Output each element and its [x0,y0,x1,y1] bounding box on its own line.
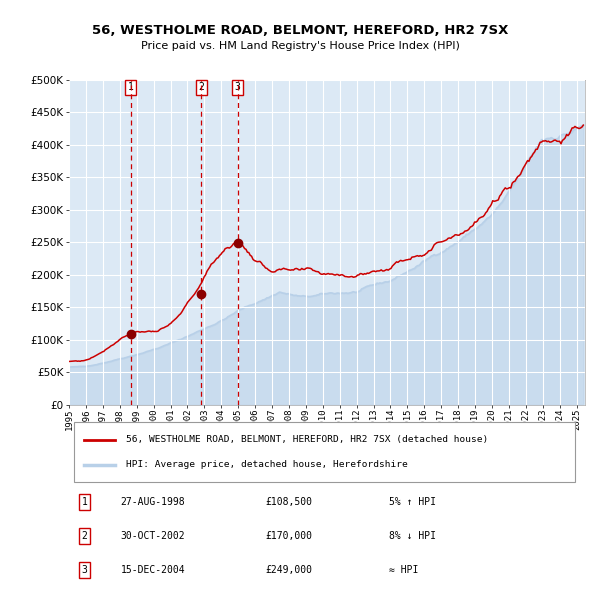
Text: 5% ↑ HPI: 5% ↑ HPI [389,497,436,507]
Text: 56, WESTHOLME ROAD, BELMONT, HEREFORD, HR2 7SX (detached house): 56, WESTHOLME ROAD, BELMONT, HEREFORD, H… [126,435,488,444]
Text: Price paid vs. HM Land Registry's House Price Index (HPI): Price paid vs. HM Land Registry's House … [140,41,460,51]
Text: 1: 1 [128,82,134,92]
Text: £108,500: £108,500 [265,497,312,507]
Text: £170,000: £170,000 [265,531,312,541]
Text: 30-OCT-2002: 30-OCT-2002 [121,531,185,541]
Text: 1: 1 [82,497,88,507]
Text: ≈ HPI: ≈ HPI [389,565,418,575]
Text: 15-DEC-2004: 15-DEC-2004 [121,565,185,575]
FancyBboxPatch shape [74,422,575,481]
Text: 8% ↓ HPI: 8% ↓ HPI [389,531,436,541]
Text: 3: 3 [82,565,88,575]
Text: 3: 3 [235,82,241,92]
Text: 2: 2 [199,82,205,92]
Text: 27-AUG-1998: 27-AUG-1998 [121,497,185,507]
Text: HPI: Average price, detached house, Herefordshire: HPI: Average price, detached house, Here… [126,460,407,470]
Text: 56, WESTHOLME ROAD, BELMONT, HEREFORD, HR2 7SX: 56, WESTHOLME ROAD, BELMONT, HEREFORD, H… [92,24,508,37]
Text: 2: 2 [82,531,88,541]
Text: £249,000: £249,000 [265,565,312,575]
